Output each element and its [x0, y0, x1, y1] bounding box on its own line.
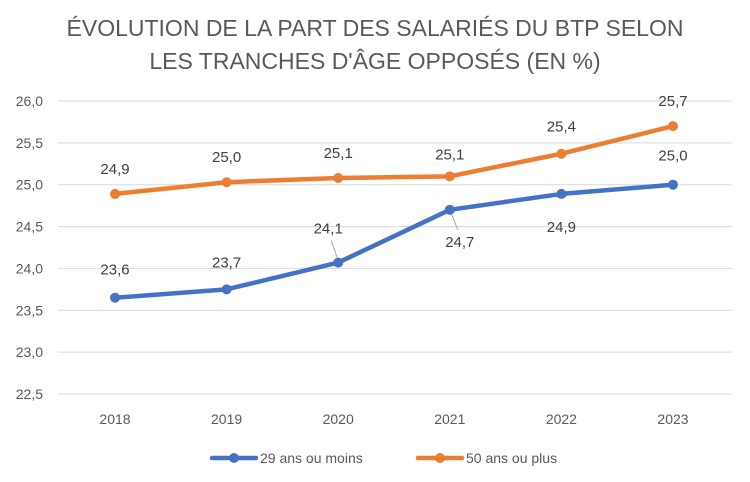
series-line	[112, 182, 676, 300]
x-tick-label: 2021	[434, 411, 465, 427]
data-label: 24,7	[445, 234, 474, 251]
gridlines	[58, 100, 732, 395]
data-point-marker	[333, 173, 344, 184]
label-leaders	[330, 214, 459, 258]
legend-label: 50 ans ou plus	[466, 450, 557, 466]
data-labels: 23,6 23,7 24,1 24,7 24,9 25,0 24,9 25,0 25,1 25,1…	[100, 93, 687, 279]
x-tick-label: 2020	[323, 411, 354, 427]
data-point-marker	[556, 188, 567, 199]
x-tick-label: 2022	[546, 411, 577, 427]
data-label: 25,1	[324, 145, 353, 162]
series-lines	[110, 121, 678, 303]
legend-swatch-marker	[229, 453, 239, 463]
data-point-marker	[444, 171, 455, 182]
data-point-marker	[444, 204, 455, 215]
y-tick-label: 25,5	[16, 135, 43, 151]
y-tick-label: 22,5	[16, 386, 43, 402]
y-tick-label: 24,0	[16, 260, 43, 276]
y-tick-label: 25,0	[16, 177, 43, 193]
data-point-marker	[556, 148, 567, 159]
data-point-marker	[668, 179, 678, 190]
data-label: 25,0	[212, 149, 241, 166]
data-point-marker	[668, 121, 678, 132]
data-label: 25,1	[435, 146, 464, 163]
series-line	[112, 123, 676, 197]
data-point-marker	[221, 284, 232, 295]
data-label: 25,0	[658, 148, 687, 165]
x-axis: 2018 2019 2020 2021 2022 2023	[99, 411, 688, 427]
data-label: 24,9	[100, 161, 129, 178]
data-point-marker	[110, 292, 120, 303]
data-label: 24,1	[314, 221, 343, 238]
data-point-marker	[110, 188, 120, 199]
data-label: 25,4	[547, 119, 576, 136]
legend: 29 ans ou moins 50 ans ou plus	[209, 450, 557, 466]
legend-label: 29 ans ou moins	[260, 450, 363, 466]
legend-swatch-marker	[435, 453, 445, 463]
y-tick-label: 23,5	[16, 302, 43, 318]
y-tick-label: 23,0	[16, 344, 43, 360]
chart-title-line-2: LES TRANCHES D'ÂGE OPPOSÉS (EN %)	[149, 48, 600, 74]
x-tick-label: 2018	[99, 411, 130, 427]
data-label: 23,6	[100, 262, 129, 279]
data-point-marker	[333, 257, 344, 268]
y-tick-label: 24,5	[16, 219, 43, 235]
x-tick-label: 2019	[211, 411, 242, 427]
data-point-marker	[221, 177, 232, 188]
y-axis: 26,0 25,5 25,0 24,5 24,0 23,5 23,0 22,5	[16, 93, 43, 402]
leader-line	[451, 214, 459, 231]
data-label: 25,7	[658, 93, 687, 110]
data-label: 23,7	[212, 254, 241, 271]
chart-title-line-1: ÉVOLUTION DE LA PART DES SALARIÉS DU BTP…	[67, 15, 684, 41]
x-tick-label: 2023	[657, 411, 688, 427]
data-label: 24,9	[547, 219, 576, 236]
y-tick-label: 26,0	[16, 93, 43, 109]
leader-line	[330, 240, 338, 258]
